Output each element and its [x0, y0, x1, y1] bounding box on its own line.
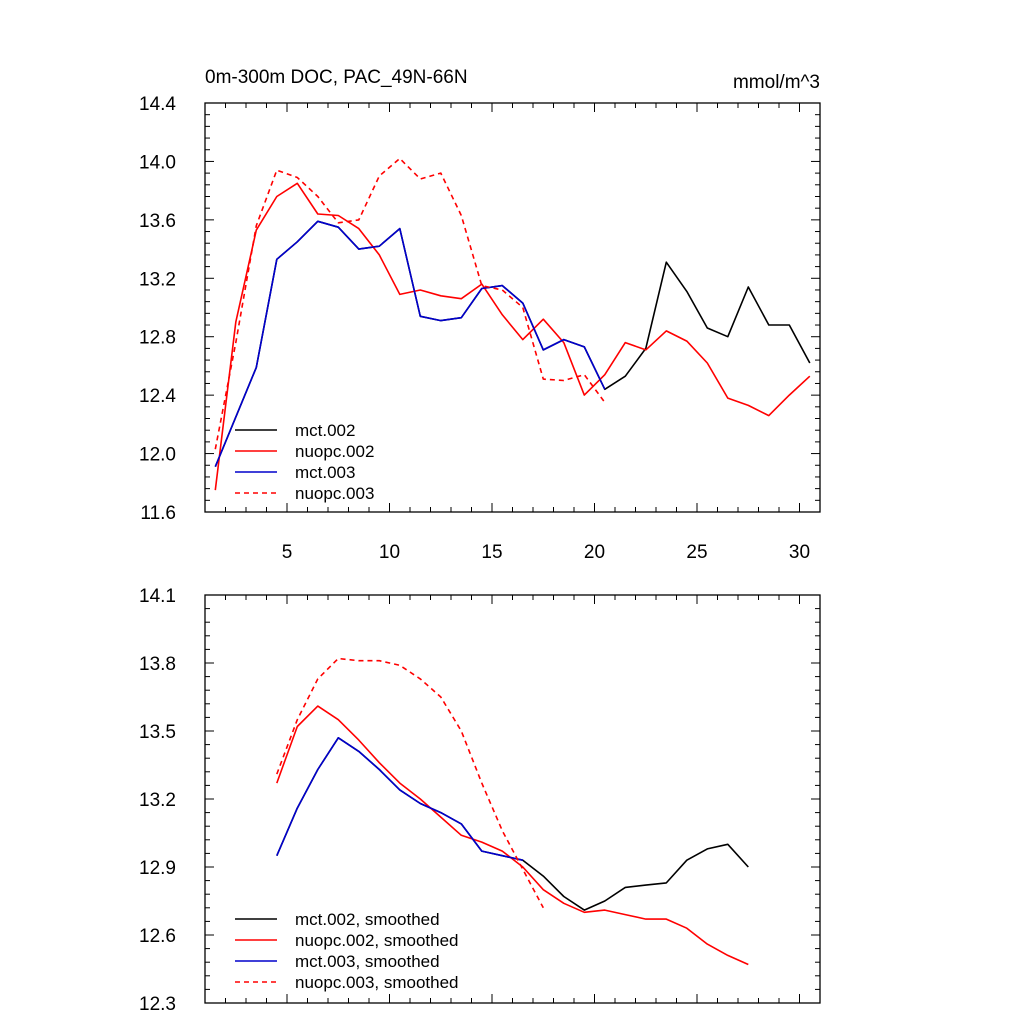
legend-label-mct002: mct.002 [295, 421, 355, 440]
series-line-nuopc002 [276, 705, 749, 966]
y-tick-label: 14.4 [139, 94, 176, 115]
x-tick-label: 25 [686, 542, 707, 563]
chart-units: mmol/m^3 [733, 72, 820, 93]
series-line-mct003 [276, 736, 523, 861]
y-tick-label: 12.3 [139, 994, 176, 1015]
legend-label-mct003: mct.003, smoothed [295, 952, 440, 971]
y-tick-label: 13.8 [139, 654, 176, 675]
legend-label-nuopc003: nuopc.003, smoothed [295, 973, 459, 992]
chart-title: 0m-300m DOC, PAC_49N-66N [205, 67, 468, 88]
series-line-nuopc003 [276, 657, 545, 909]
series-line-nuopc003 [214, 157, 606, 450]
y-tick-label: 13.2 [139, 790, 176, 811]
panel-top: 5 10 15 20 25 30 11.6 12.0 12.4 12.8 13.2 13.6 14.0 1… [139, 67, 821, 563]
y-tick-label: 12.9 [139, 858, 176, 879]
x-tick-label: 30 [789, 542, 810, 563]
y-tick-label: 13.6 [139, 211, 176, 232]
series-line-mct002 [276, 736, 749, 911]
y-tick-label: 12.0 [139, 445, 176, 466]
x-tick-label: 5 [282, 542, 293, 563]
x-tick-label: 20 [584, 542, 605, 563]
y-tick-label: 12.4 [139, 386, 176, 407]
y-tick-label: 12.8 [139, 328, 176, 349]
panel-bottom: 12.3 12.6 12.9 13.2 13.5 13.8 14.1 mct.002, smo… [139, 586, 821, 1015]
legend-label-nuopc002: nuopc.002, smoothed [295, 931, 459, 950]
series-line-nuopc002 [214, 182, 811, 491]
legend-label-mct003: mct.003 [295, 463, 355, 482]
y-tick-label: 14.1 [139, 586, 176, 607]
y-tick-label: 11.6 [140, 503, 176, 524]
y-tick-label: 13.2 [139, 269, 176, 290]
legend-label-mct002: mct.002, smoothed [295, 910, 440, 929]
x-tick-label: 10 [379, 542, 400, 563]
x-tick-label: 15 [481, 542, 502, 563]
legend-label-nuopc003: nuopc.003 [295, 484, 374, 503]
y-tick-label: 13.5 [139, 722, 176, 743]
legend-label-nuopc002: nuopc.002 [295, 442, 374, 461]
series-line-mct003 [214, 220, 606, 468]
y-tick-label: 12.6 [139, 926, 176, 947]
y-tick-label: 14.0 [139, 152, 176, 173]
